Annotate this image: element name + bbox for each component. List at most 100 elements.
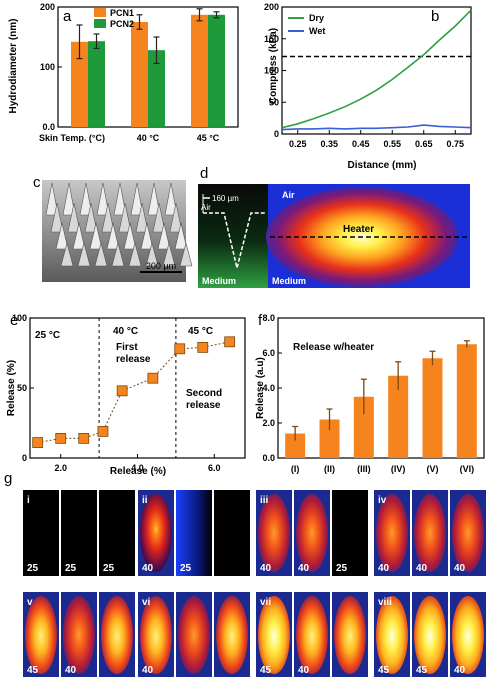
- panel-f-ytick-label: 2.0: [262, 418, 275, 428]
- panel-e-chart: 0 50 100 2.0 4.0 6.0: [12, 313, 246, 473]
- panel-b-legend-label: Wet: [309, 26, 325, 36]
- panel-letter-c: c: [33, 174, 41, 191]
- panel-g-cell: [61, 490, 97, 576]
- panel-d-air-label-1: Air: [201, 203, 211, 212]
- panel-g-cell-heat: [414, 494, 446, 572]
- panel-c-needle: [45, 182, 59, 216]
- panel-f-ylabel: Release (a.u): [255, 357, 266, 419]
- panel-f-category-label: (II): [324, 464, 335, 474]
- panel-b-xtick-label: 0.55: [383, 139, 401, 149]
- panel-g-cell-heat: [216, 596, 248, 674]
- panel-c-needle: [62, 182, 76, 216]
- panel-g-roman-label: iii: [260, 495, 269, 506]
- panel-c-needle: [179, 241, 193, 267]
- panel-c-needle: [162, 241, 176, 267]
- panel-f-ytick-label: 4.0: [262, 383, 275, 393]
- panel-e-region-1: 25 °C: [35, 330, 60, 341]
- panel-g-cell-heat: [376, 596, 408, 674]
- panel-g-cell-heat: [296, 494, 328, 572]
- panel-d-needle-profile: [203, 212, 266, 269]
- panel-a-legend-label: PCN2: [110, 19, 134, 29]
- panel-f-bar: [353, 396, 374, 458]
- panel-g-cell-heat: [63, 596, 95, 674]
- panel-g-cell-heat: [258, 494, 290, 572]
- panel-g-cell-temp: 45: [27, 665, 39, 676]
- panel-f-bar: [319, 419, 340, 458]
- panel-a-chart: 0.0 100 200 Skin Temp. (°C) 40 °C 45 °C PCN1PC…: [39, 2, 239, 143]
- panel-d-scale-label: 160 µm: [212, 194, 239, 203]
- panel-e-point: [32, 437, 44, 449]
- panel-c-needle: [130, 182, 144, 216]
- panel-g-cell-heat: [452, 596, 484, 674]
- panel-e-point: [116, 385, 128, 397]
- panel-e-region-2: 40 °C: [113, 326, 138, 337]
- panel-c-needle: [50, 202, 64, 233]
- panel-g-cell-temp: 45: [416, 665, 428, 676]
- panel-g-cell-temp: 40: [298, 665, 310, 676]
- panel-d-air-label-2: Air: [282, 190, 295, 200]
- panel-b-xtick-label: 0.45: [352, 139, 370, 149]
- panel-c-needle: [106, 222, 120, 250]
- panel-a-legend-label: PCN1: [110, 8, 134, 18]
- panel-c-needle: [79, 182, 93, 216]
- panel-g-cell-heat: [376, 494, 408, 572]
- panel-g-roman-label: vii: [260, 597, 271, 608]
- panel-g-cell-temp: 40: [142, 665, 154, 676]
- panel-c-needle: [94, 241, 108, 267]
- panel-letter-b: b: [431, 8, 439, 25]
- panel-letter-f: f: [258, 312, 263, 329]
- panel-a-category-label: Skin Temp. (°C): [39, 133, 105, 143]
- panel-g-cell-temp: 40: [454, 563, 466, 574]
- panel-f-category-label: (I): [291, 464, 300, 474]
- panel-letter-a: a: [63, 8, 72, 25]
- panel-f-category-label: (IV): [391, 464, 406, 474]
- panel-f-bar: [285, 433, 306, 458]
- panel-e-xtick-label: 6.0: [208, 463, 221, 473]
- panel-c-needle: [147, 182, 161, 216]
- panel-a-bar-pcn1: [71, 41, 88, 127]
- panel-g-cell-temp: 45: [260, 665, 272, 676]
- panel-b-ytick-label: 100: [264, 66, 279, 76]
- panel-d-cross-section: [198, 184, 268, 288]
- panel-e-ytick-label: 100: [12, 313, 27, 323]
- panel-b-legend-label: Dry: [309, 13, 324, 23]
- panel-b-xlabel: Distance (mm): [348, 160, 417, 171]
- panel-b-ytick-label: 0: [274, 129, 279, 139]
- panel-c-scale-label: 200 µm: [146, 261, 176, 271]
- panel-g-cell: [214, 490, 250, 576]
- panel-a-ytick-label: 100: [40, 62, 55, 72]
- panel-g-cell-heat: [140, 596, 172, 674]
- panel-c-needle: [89, 222, 103, 250]
- panel-e-region-3: 45 °C: [188, 326, 213, 337]
- panel-e-ylabel: Release (%): [6, 360, 17, 416]
- panel-g-cell-temp: 25: [180, 563, 192, 574]
- panel-a-category-label: 45 °C: [197, 133, 220, 143]
- panel-g-cell-temp: 40: [416, 563, 428, 574]
- panel-c-needle: [128, 241, 142, 267]
- panel-b-ytick-label: 200: [264, 2, 279, 12]
- panel-c-needle: [77, 241, 91, 267]
- panel-e-anno-second: Second: [186, 388, 222, 399]
- panel-f-category-label: (V): [427, 464, 439, 474]
- panel-b-xtick-label: 0.25: [289, 139, 307, 149]
- panel-c-needle: [72, 222, 86, 250]
- panel-g-cell: [99, 490, 135, 576]
- panel-g-cell: [23, 490, 59, 576]
- panel-c-needle: [135, 202, 149, 233]
- panel-c-needle: [55, 222, 69, 250]
- panel-g-cell-temp: 45: [378, 665, 390, 676]
- panel-f-category-label: (III): [357, 464, 371, 474]
- panel-f-title: Release w/heater: [293, 342, 374, 353]
- panel-e-point: [224, 336, 236, 348]
- panel-b-xtick-label: 0.35: [320, 139, 338, 149]
- panel-b-ytick-label: 50: [269, 97, 279, 107]
- panel-g-cell-heat: [296, 596, 328, 674]
- panel-a-bar-pcn1: [131, 22, 148, 127]
- panel-g-roman-label: iv: [378, 495, 387, 506]
- panel-g-cell-heat: [140, 494, 172, 572]
- panel-e-anno-release-1: release: [116, 354, 151, 365]
- panel-letter-e: e: [10, 312, 18, 329]
- panel-a-ytick-label: 0.0: [42, 122, 55, 132]
- panel-a-ytick-label: 200: [40, 2, 55, 12]
- panel-f-bar: [422, 358, 443, 458]
